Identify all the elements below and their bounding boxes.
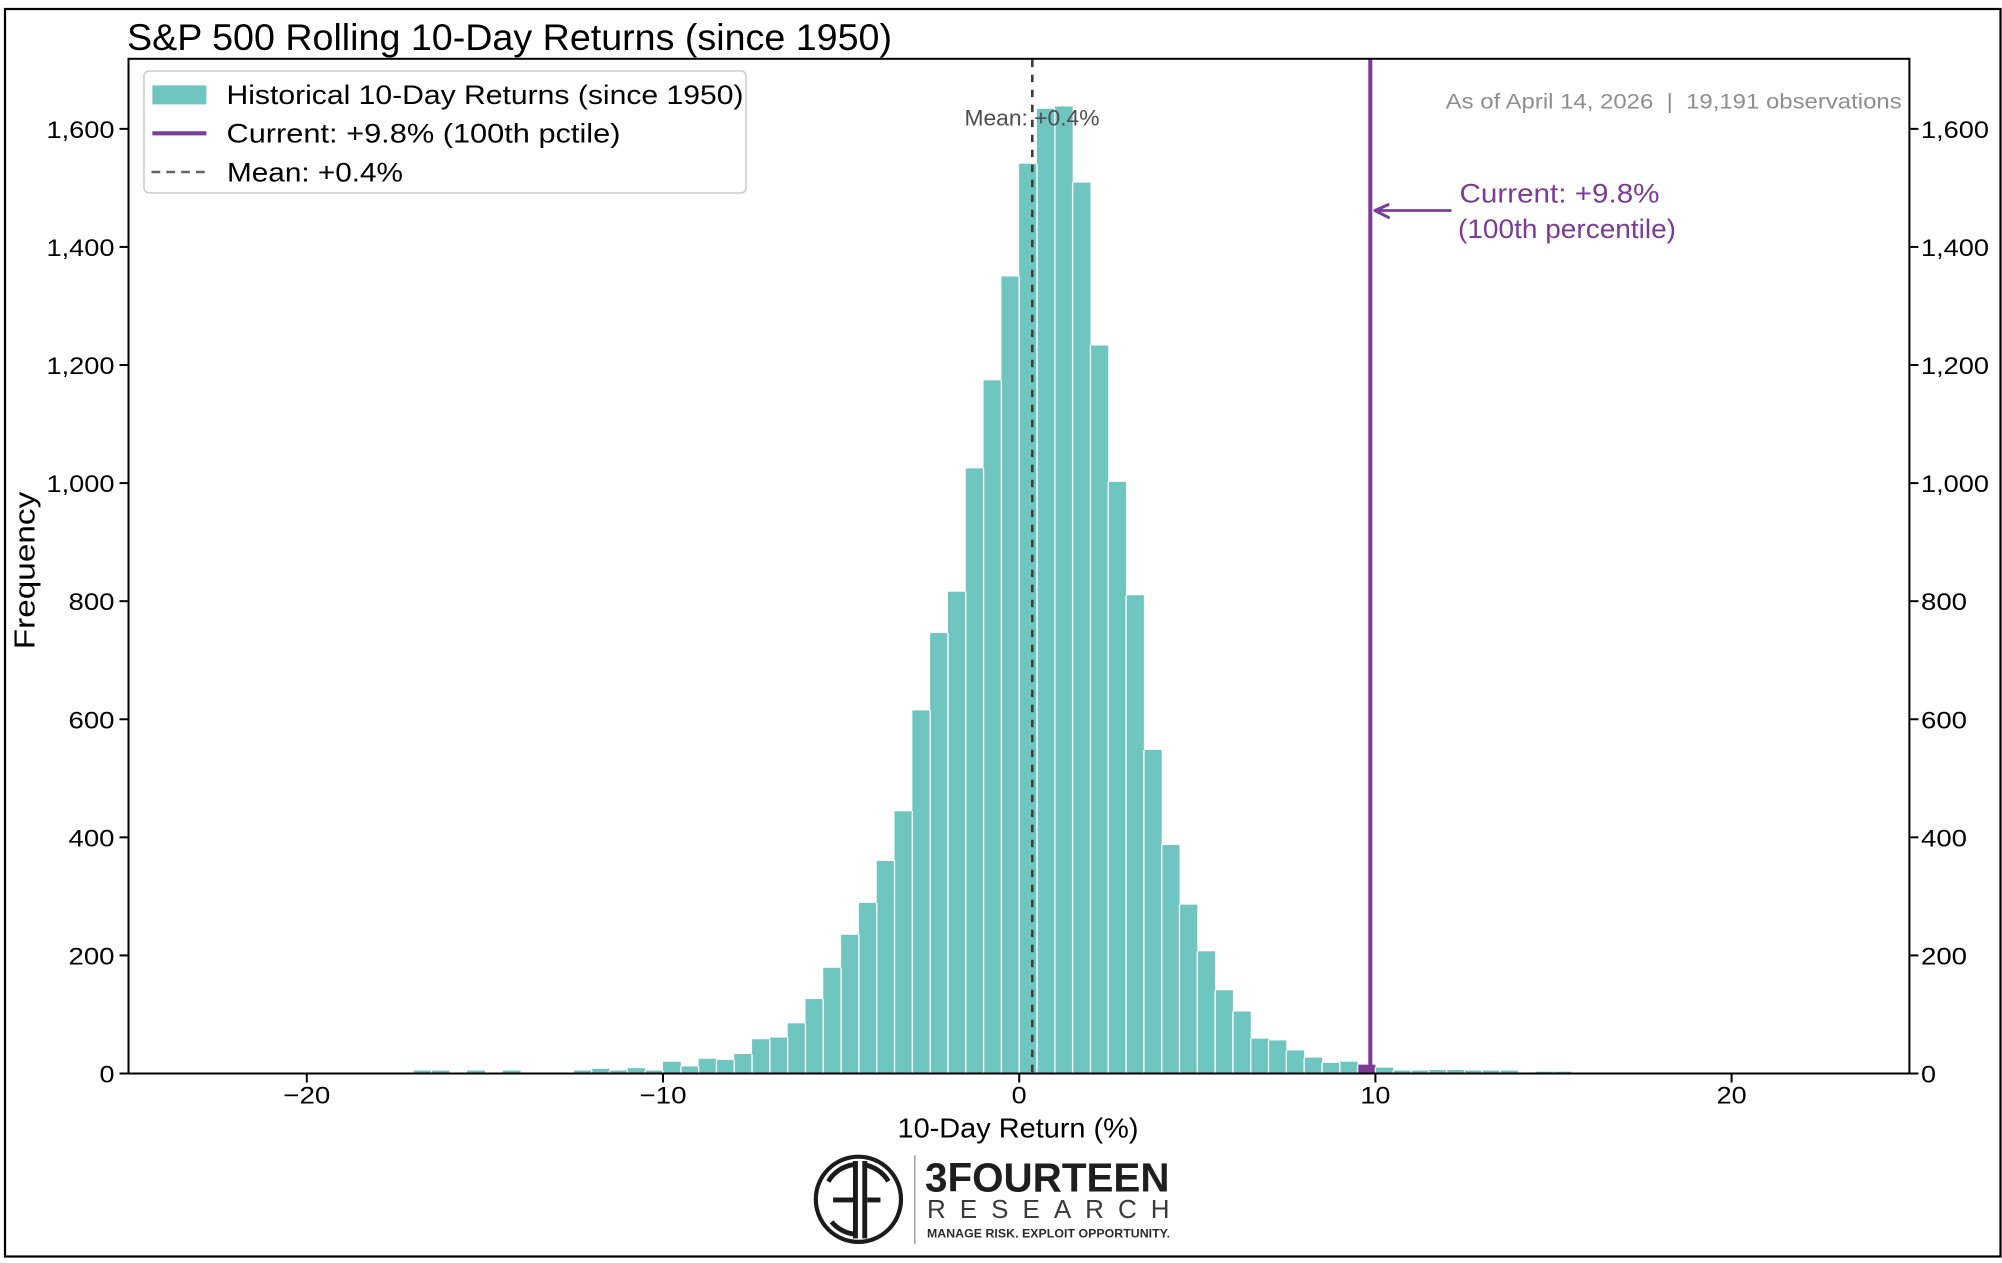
svg-text:(100th percentile): (100th percentile) [1458,214,1676,244]
svg-text:1,000: 1,000 [47,471,115,498]
svg-text:MANAGE RISK. EXPLOIT OPPORTUNI: MANAGE RISK. EXPLOIT OPPORTUNITY. [927,1226,1170,1240]
svg-text:0: 0 [1012,1082,1027,1109]
svg-text:1,600: 1,600 [47,117,115,144]
svg-text:0: 0 [1921,1062,1936,1089]
svg-text:0: 0 [100,1062,115,1089]
svg-text:800: 800 [1921,589,1967,616]
svg-text:10: 10 [1360,1082,1390,1109]
svg-text:600: 600 [1921,707,1967,734]
svg-text:Mean: +0.4%: Mean: +0.4% [227,157,403,187]
svg-text:400: 400 [69,825,115,852]
svg-text:1,600: 1,600 [1921,117,1989,144]
svg-text:−10: −10 [640,1082,687,1109]
svg-text:Current: +9.8%: Current: +9.8% [1460,178,1660,208]
svg-text:600: 600 [69,707,115,734]
svg-text:Current: +9.8% (100th pctile): Current: +9.8% (100th pctile) [227,119,621,149]
svg-text:400: 400 [1921,825,1967,852]
svg-text:Frequency: Frequency [10,491,42,649]
svg-text:Mean: +0.4%: Mean: +0.4% [965,105,1100,130]
svg-text:10-Day Return (%): 10-Day Return (%) [898,1112,1139,1143]
svg-text:−20: −20 [283,1082,330,1109]
svg-text:200: 200 [1921,943,1967,970]
svg-text:1,200: 1,200 [47,353,115,380]
svg-text:3FOURTEEN: 3FOURTEEN [925,1155,1170,1201]
svg-text:200: 200 [69,943,115,970]
svg-text:As of April 14, 2026 | 19,19: As of April 14, 2026 | 19,191 observatio… [1446,90,1902,114]
svg-text:1,200: 1,200 [1921,353,1989,380]
svg-text:S&P 500 Rolling 10-Day Returns: S&P 500 Rolling 10-Day Returns (since 19… [127,17,892,58]
svg-text:1,000: 1,000 [1921,471,1989,498]
svg-text:Historical 10-Day Returns (sin: Historical 10-Day Returns (since 1950) [227,80,744,110]
svg-text:1,400: 1,400 [47,235,115,262]
svg-text:800: 800 [69,589,115,616]
svg-text:1,400: 1,400 [1921,235,1989,262]
svg-text:20: 20 [1717,1082,1747,1109]
